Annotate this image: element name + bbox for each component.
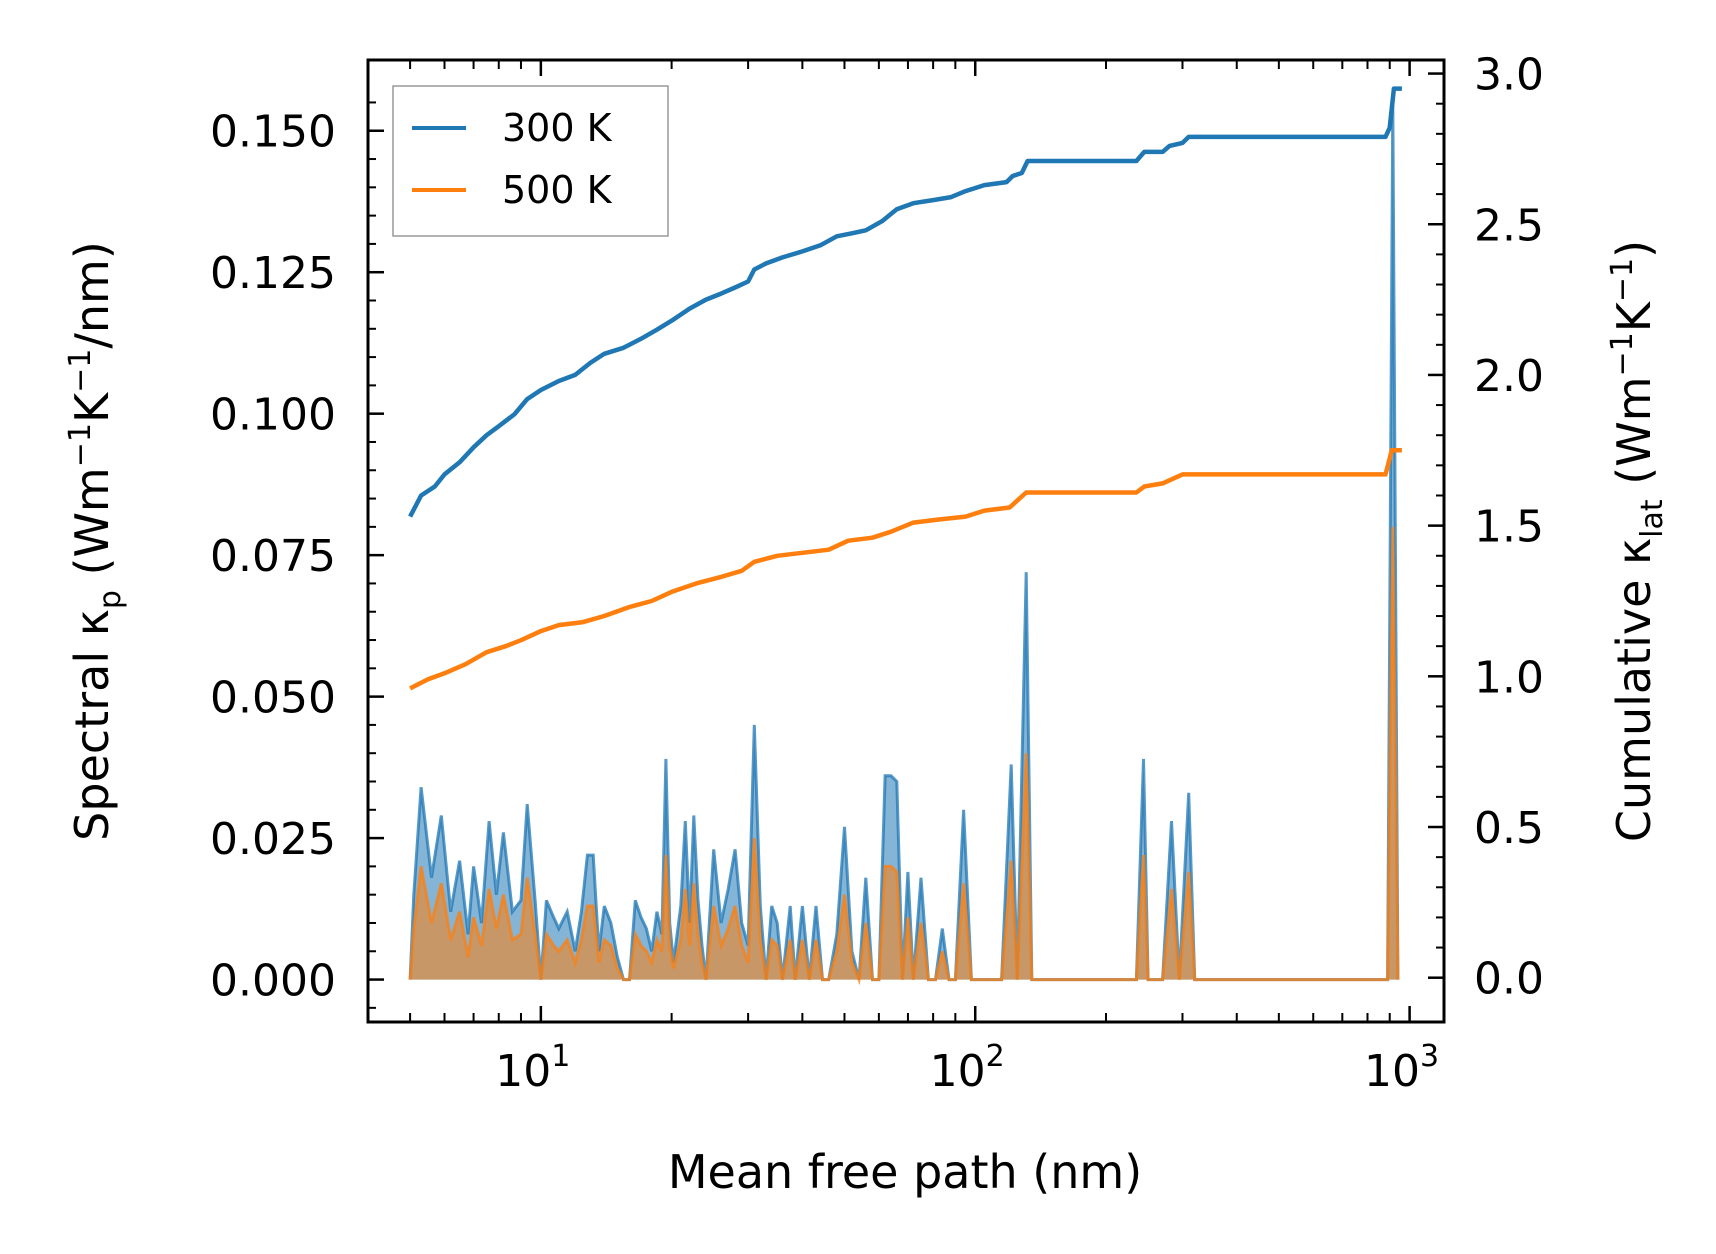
legend: 300 K 500 K [392, 85, 669, 237]
left-y-tick-label: 0.150 [210, 107, 336, 158]
left-y-title-sup1: −1 [63, 423, 98, 467]
right-y-title-prefix: Cumulative κ [1607, 538, 1661, 842]
x-tick-label: 102 [930, 1039, 1005, 1097]
left-y-tick-label: 0.075 [210, 531, 336, 582]
left-y-tick-label: 0.000 [210, 956, 336, 1007]
right-y-axis-title: Cumulative κlat (Wm−1K−1) [1605, 240, 1670, 842]
right-y-title-sub: lat [1635, 499, 1670, 538]
right-y-title-suffix: ) [1607, 240, 1661, 258]
left-y-title-k: K [65, 391, 119, 423]
cumulative-line-300k [408, 86, 1402, 518]
x-tick-label: 103 [1364, 1039, 1439, 1097]
legend-label-500k: 500 K [502, 168, 613, 212]
cumulative-layer [408, 86, 1402, 691]
left-y-title-prefix: Spectral κ [65, 609, 119, 841]
left-y-tick-label: 0.025 [210, 814, 336, 865]
right-y-tick-label: 3.0 [1474, 50, 1544, 101]
right-y-tick-label: 1.0 [1474, 652, 1544, 703]
spectral-layer [408, 102, 1400, 986]
legend-box [392, 85, 669, 237]
right-y-title-sup1: −1 [1605, 332, 1640, 376]
right-y-title-k: K [1607, 300, 1661, 332]
right-y-tick-label: 1.5 [1474, 502, 1544, 553]
left-y-title-sup2: −1 [63, 349, 98, 393]
left-y-title-sub: p [93, 590, 128, 609]
spectral-area-500k [410, 526, 1398, 980]
left-y-title-suffix: /nm) [65, 241, 119, 348]
legend-label-300k: 300 K [502, 106, 613, 150]
left-y-axis-title: Spectral κp (Wm−1K−1/nm) [63, 241, 128, 841]
right-y-tick-label: 0.5 [1474, 803, 1544, 854]
right-y-tick-label: 2.0 [1474, 351, 1544, 402]
x-axis-title: Mean free path (nm) [668, 1145, 1142, 1199]
left-y-tick-label: 0.125 [210, 248, 336, 299]
left-y-tick-label: 0.100 [210, 390, 336, 441]
right-y-tick-label: 2.5 [1474, 200, 1544, 251]
left-y-title-mid: (Wm [65, 467, 119, 590]
right-y-title-mid: (Wm [1607, 376, 1661, 499]
left-y-tick-label: 0.050 [210, 673, 336, 724]
right-y-tick-label: 0.0 [1474, 954, 1544, 1005]
x-tick-label: 101 [495, 1039, 570, 1097]
right-y-title-sup2: −1 [1605, 258, 1640, 302]
spectral-line-500k [408, 526, 1400, 986]
cumulative-line-500k [409, 448, 1402, 691]
axes-layer: 101 102 103 0.000 0.025 0.050 0.075 0.100 0.125 0… [210, 50, 1544, 1097]
plot-frame [366, 58, 1446, 1024]
